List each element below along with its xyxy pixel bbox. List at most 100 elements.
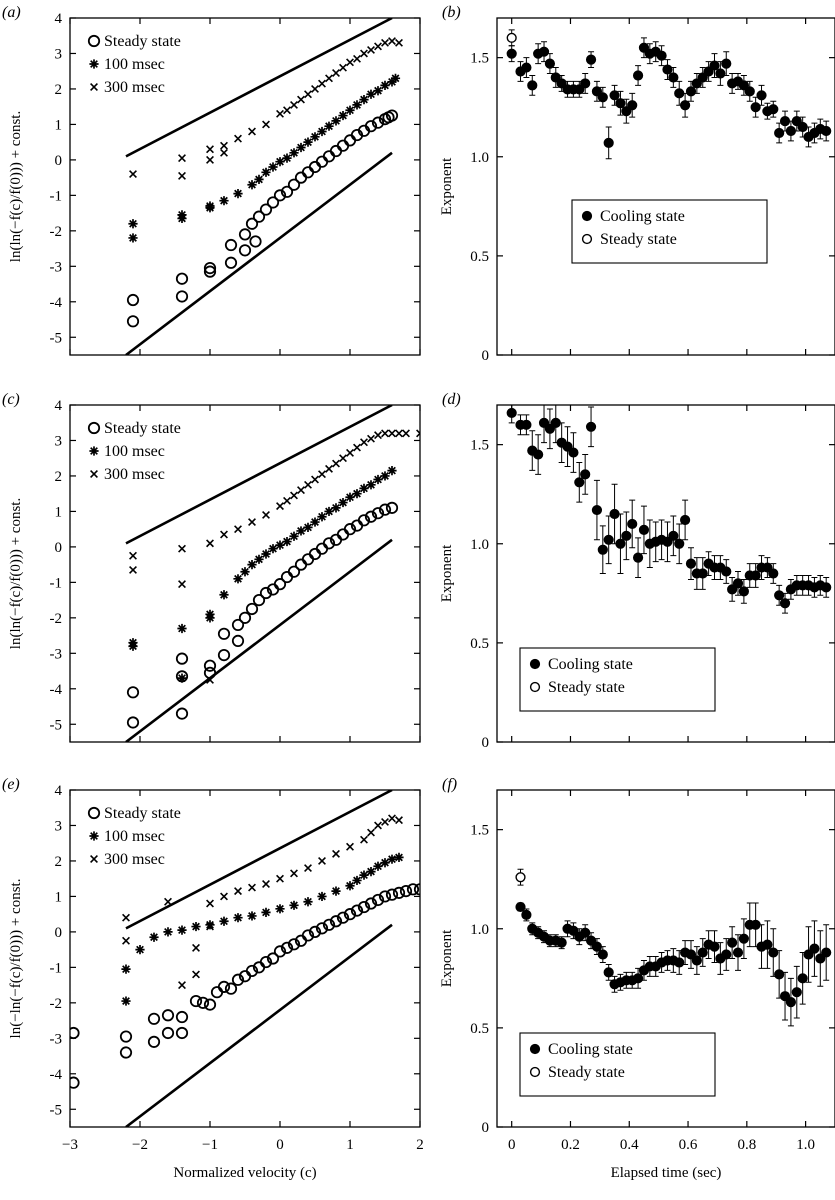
300-msec-point — [234, 525, 242, 534]
100-msec-point — [352, 100, 362, 110]
cooling-state-point — [506, 48, 517, 59]
y-tick-label: 1.5 — [470, 51, 489, 67]
cooling-state-point — [821, 125, 832, 137]
steady-state-point — [147, 1012, 161, 1025]
100-msec-point — [177, 673, 187, 683]
steady-state-point — [238, 611, 252, 624]
y-axis-label: Exponent — [439, 157, 455, 215]
300-msec-point — [178, 544, 186, 553]
300-msec-point — [206, 922, 214, 931]
legend: Steady state 100 msec 300 msec — [87, 805, 181, 868]
cooling-state-point — [538, 46, 550, 57]
300-msec-point — [388, 814, 396, 823]
300-msec-point — [339, 454, 347, 463]
steady-state-point — [203, 659, 217, 672]
cooling-state-point — [544, 423, 556, 434]
steady-state-point — [315, 155, 329, 168]
300-msec-point — [178, 580, 186, 589]
cooling-state-point — [685, 86, 697, 97]
steady-state-point — [280, 941, 294, 954]
cooling-state-point — [703, 66, 714, 77]
300-msec-point — [290, 100, 298, 109]
y-tick-label: 3 — [55, 46, 63, 62]
300-msec-point — [164, 897, 172, 906]
x-tick-label: −2 — [132, 1137, 148, 1153]
cooling-state-point — [821, 947, 832, 958]
steady-state-point — [336, 911, 350, 924]
plot-area — [125, 18, 403, 355]
legend-marker — [90, 470, 98, 478]
100-msec-point — [219, 916, 229, 926]
300-msec-point — [206, 539, 214, 548]
100-msec-point — [359, 483, 369, 493]
legend-label: 300 msec — [104, 851, 165, 868]
300-msec-point — [353, 54, 361, 63]
steady-state-point — [126, 716, 140, 729]
reference-line — [125, 151, 393, 355]
300-msec-point — [234, 134, 242, 143]
y-tick-label: 0.5 — [470, 1021, 489, 1037]
100-msec-point — [240, 567, 250, 577]
steady-state-point — [378, 890, 392, 903]
legend: Steady state 100 msec 300 msec — [87, 420, 181, 483]
steady-state-point — [196, 996, 210, 1009]
cooling-state-point — [738, 933, 749, 944]
100-msec-point — [317, 891, 327, 902]
x-tick-label: 0.4 — [620, 1137, 639, 1153]
y-tick-label: -3 — [50, 1031, 63, 1047]
cooling-state-point — [732, 578, 744, 589]
300-msec-point — [360, 835, 368, 844]
300-msec-point — [283, 496, 291, 505]
cooling-state-point — [680, 100, 691, 111]
x-tick-label: 0.6 — [679, 1137, 698, 1153]
x-tick-label: 1.0 — [796, 1137, 815, 1153]
cooling-state-point — [797, 973, 808, 984]
steady-state-point — [259, 203, 273, 216]
cooling-state-point — [697, 947, 708, 958]
300-msec-point — [262, 511, 270, 519]
cooling-state-point — [774, 590, 785, 601]
legend-marker — [87, 421, 101, 435]
300-msec-point — [206, 675, 214, 684]
plot-area — [70, 790, 420, 1127]
100-msec-point — [219, 196, 229, 206]
panel-label: (b) — [442, 4, 461, 21]
100-msec-point — [303, 137, 313, 147]
plot-area — [506, 405, 832, 614]
300-msec-point — [248, 518, 256, 527]
y-tick-label: 0 — [55, 540, 63, 556]
100-msec-point — [331, 503, 341, 513]
cooling-state-point — [597, 949, 608, 960]
cooling-state-point — [632, 552, 644, 563]
y-tick-label: 4 — [55, 398, 63, 414]
100-msec-point — [233, 188, 243, 199]
cooling-state-point — [774, 127, 785, 139]
y-tick-label: 1.0 — [470, 150, 489, 166]
cooling-state-point — [685, 949, 697, 960]
steady-state-point — [308, 160, 322, 174]
300-msec-point — [178, 171, 186, 180]
y-tick-label: 0 — [55, 153, 63, 169]
steady-state-point — [301, 166, 315, 179]
y-tick-label: 2 — [55, 469, 63, 485]
300-msec-point — [311, 475, 319, 484]
100-msec-point — [296, 142, 306, 153]
300-msec-point — [318, 79, 326, 88]
cooling-state-point — [727, 584, 738, 595]
y-tick-label: 1.5 — [470, 823, 489, 839]
steady-state-point — [280, 185, 294, 198]
100-msec-point — [317, 512, 327, 522]
y-tick-label: 1.5 — [470, 438, 489, 454]
legend-marker — [89, 831, 99, 841]
300-msec-point — [129, 551, 137, 560]
steady-state-point — [329, 915, 343, 928]
100-msec-point — [191, 921, 201, 932]
300-msec-point — [234, 887, 242, 896]
panel-label: (a) — [2, 4, 21, 21]
panel-label: (e) — [2, 776, 20, 793]
cooling-state-point — [585, 54, 597, 65]
plot-frame — [496, 17, 835, 356]
300-msec-point — [346, 448, 354, 457]
cooling-state-point — [821, 582, 832, 593]
300-msec-point — [325, 464, 333, 473]
